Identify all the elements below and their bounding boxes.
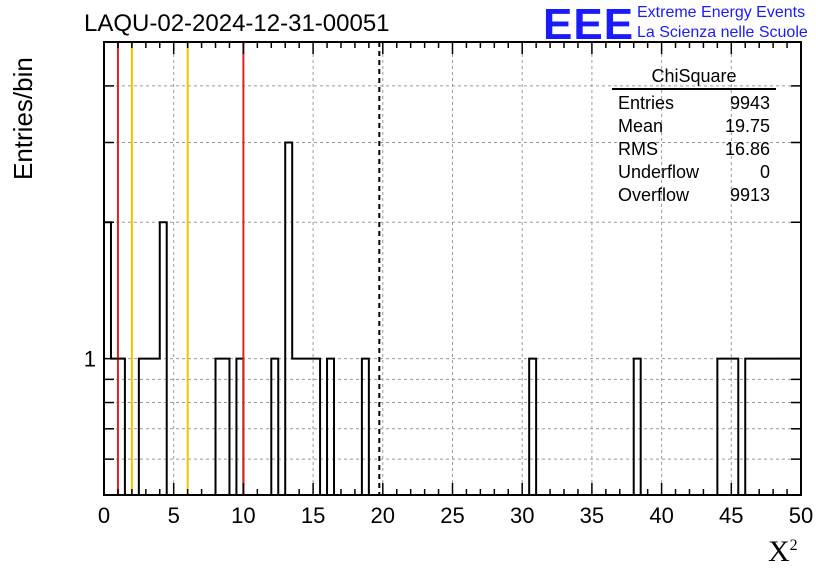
logo-line-2: La Scienza nelle Scuole [637, 24, 808, 41]
stats-row: Entries 9943 [612, 92, 776, 115]
y-axis-label: Entries/bin [8, 57, 38, 180]
chart-title: LAQU-02-2024-12-31-00051 [84, 10, 390, 37]
eee-logo: EEE [543, 0, 635, 49]
stats-value: 19.75 [724, 116, 770, 136]
x-tick-label: 50 [789, 503, 813, 528]
x-tick-labels: 0 5 10 15 20 25 30 35 40 45 50 [98, 503, 813, 528]
stats-row: Underflow 0 [612, 161, 776, 184]
stats-label: Overflow [618, 185, 690, 205]
stats-value: 0 [759, 162, 770, 182]
x-tick-label: 40 [649, 503, 673, 528]
y-tick-labels: 1 [84, 347, 96, 372]
logo-line-1: Extreme Energy Events [637, 4, 806, 21]
stats-row: Mean 19.75 [612, 115, 776, 138]
stats-label: Mean [618, 116, 664, 136]
reference-lines [116, 42, 381, 495]
stats-label: RMS [618, 139, 658, 159]
axis-ticks [103, 42, 802, 495]
stats-rows: Entries 9943 Mean 19.75 RMS 16.86 Underflow 0 Ov… [612, 92, 776, 207]
histogram-bin [285, 142, 292, 495]
stats-row: Overflow 9913 [612, 184, 776, 207]
x-tick-label: 5 [168, 503, 180, 528]
stats-box: ChiSquare Entries 9943 Mean 19.75 RMS 16.86 Un… [612, 66, 776, 207]
x-tick-label: 35 [580, 503, 604, 528]
grid [104, 42, 801, 495]
logo-caption: Extreme Energy Events La Scienza nelle S… [637, 3, 808, 43]
stats-value: 9913 [729, 185, 770, 205]
stats-value: 9943 [729, 93, 770, 113]
x-axis-label: X2 [768, 535, 798, 568]
x-tick-label: 20 [371, 503, 395, 528]
x-tick-label: 30 [510, 503, 534, 528]
stats-title: ChiSquare [612, 66, 776, 90]
x-tick-label: 10 [231, 503, 255, 528]
stats-label: Entries [618, 93, 675, 113]
x-tick-label: 0 [98, 503, 110, 528]
stats-value: 16.86 [724, 139, 770, 159]
stats-label: Underflow [618, 162, 700, 182]
x-tick-label: 25 [440, 503, 464, 528]
x-tick-label: 45 [719, 503, 743, 528]
y-tick-label: 1 [84, 347, 96, 372]
x-tick-label: 15 [301, 503, 325, 528]
stats-row: RMS 16.86 [612, 138, 776, 161]
